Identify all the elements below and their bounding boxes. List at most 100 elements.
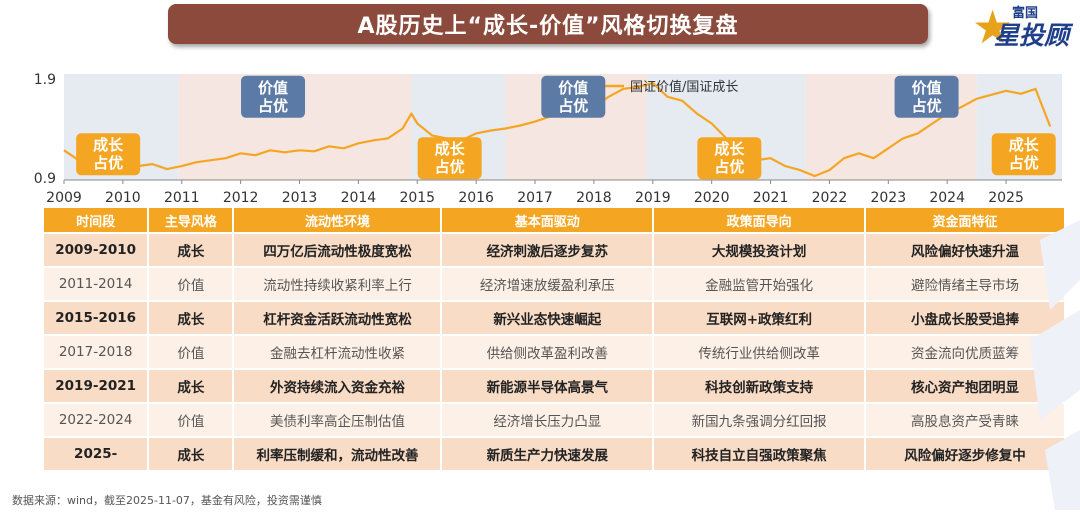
annotation-box	[894, 75, 959, 118]
table-cell: 新质生产力快速发展	[442, 438, 655, 470]
table-header-cell: 时间段	[44, 208, 150, 232]
y-tick-label: 0.9	[34, 171, 56, 187]
table-cell: 经济增速放缓盈利承压	[442, 268, 655, 300]
table-cell: 新国九条强调分红回报	[654, 404, 867, 436]
annotation-text: 占优	[435, 158, 465, 176]
table-cell: 利率压制缓和，流动性改善	[234, 438, 443, 470]
x-tick-label: 2016	[458, 190, 494, 206]
data-source-note: 数据来源：wind，截至2025-11-07，基金有风险，投资需谨慎	[12, 494, 322, 507]
annotation-text: 占优	[912, 97, 942, 115]
table-row: 2019-2021 成长 外资持续流入资金充裕 新能源半导体高景气 科技创新政策支持 核心…	[44, 370, 1064, 402]
table-cell: 杠杆资金活跃流动性宽松	[234, 302, 443, 334]
title-banner: A股历史上“成长-价值”风格切换复盘	[168, 4, 928, 44]
table-cell: 经济增长压力凸显	[442, 404, 655, 436]
x-tick-label: 2020	[694, 190, 730, 206]
x-tick-label: 2024	[929, 190, 965, 206]
brand-logo: ★ 富国 星投顾	[972, 2, 1076, 52]
star-logo-icon: ★	[972, 0, 1014, 54]
annotation-box	[541, 75, 606, 118]
table-cell: 高股息资产受青睐	[866, 404, 1064, 436]
annotation-text: 占优	[558, 97, 588, 115]
table-cell: 2022-2024	[44, 404, 150, 436]
table-cell: 金融去杠杆流动性收紧	[234, 336, 443, 368]
x-tick-label: 2013	[282, 190, 318, 206]
x-tick-label: 2012	[223, 190, 259, 206]
style-rotation-table: 时间段 主导风格 流动性环境 基本面驱动 政策面导向 资金面特征 2009-2010 成长四…	[44, 206, 1064, 472]
x-tick-label: 2011	[164, 190, 200, 206]
annotation-text: 占优	[1009, 154, 1039, 172]
table-cell: 四万亿后流动性极度宽松	[234, 234, 443, 266]
table-cell: 2017-2018	[44, 336, 150, 368]
annotation-box	[991, 133, 1056, 176]
y-tick-label: 1.9	[34, 72, 56, 88]
x-tick-label: 2015	[399, 190, 435, 206]
table-cell: 成长	[149, 370, 235, 402]
table-row: 2017-2018 价值 金融去杠杆流动性收紧 供给侧改革盈利改善 传统行业供给侧改革资…	[44, 336, 1064, 368]
table-cell: 供给侧改革盈利改善	[442, 336, 655, 368]
table-cell: 传统行业供给侧改革	[654, 336, 867, 368]
annotation-text: 价值	[558, 79, 588, 97]
table-cell: 互联网+政策红利	[654, 302, 867, 334]
table-cell: 价值	[149, 268, 235, 300]
table-cell: 小盘成长股受追捧	[866, 302, 1064, 334]
table-cell: 价值	[149, 404, 235, 436]
table-cell: 新兴业态快速崛起	[442, 302, 655, 334]
table-header-cell: 资金面特征	[866, 208, 1064, 232]
table-row: 2022-2024 价值 美债利率高企压制估值 经济增长压力凸显 新国九条强调分红回报高…	[44, 404, 1064, 436]
annotation-text: 成长	[1009, 136, 1040, 154]
table-cell: 避险情绪主导市场	[866, 268, 1064, 300]
x-tick-label: 2017	[517, 190, 553, 206]
annotation-box	[417, 137, 482, 180]
table-cell: 流动性持续收紧利率上行	[234, 268, 443, 300]
table-cell: 经济刺激后逐步复苏	[442, 234, 655, 266]
x-tick-label: 2022	[812, 190, 848, 206]
x-tick-label: 2025	[988, 190, 1024, 206]
table-header-cell: 基本面驱动	[442, 208, 655, 232]
table-cell: 2015-2016	[44, 302, 150, 334]
table-cell: 2009-2010	[44, 234, 150, 266]
table-cell: 价值	[149, 336, 235, 368]
legend-label: 国证价值/国证成长	[630, 79, 738, 95]
table-cell: 成长	[149, 438, 235, 470]
table-cell: 2025-	[44, 438, 150, 470]
annotation-text: 占优	[714, 158, 744, 176]
x-tick-label: 2019	[635, 190, 671, 206]
x-tick-label: 2014	[341, 190, 377, 206]
x-tick-label: 2023	[870, 190, 906, 206]
annotation-text: 成长	[714, 140, 745, 158]
table-cell: 外资持续流入资金充裕	[234, 370, 443, 402]
table-header-cell: 流动性环境	[234, 208, 443, 232]
annotation-text: 价值	[912, 79, 942, 97]
table-cell: 核心资产抱团明显	[866, 370, 1064, 402]
table-cell: 大规模投资计划	[654, 234, 867, 266]
annotation-box	[76, 133, 141, 176]
table-row: 2009-2010 成长 四万亿后流动性极度宽松 经济刺激后逐步复苏 大规模投资计划 风险…	[44, 234, 1064, 266]
table-row: 2011-2014 价值 流动性持续收紧利率上行 经济增速放缓盈利承压 金融监管开始强化…	[44, 268, 1064, 300]
table-header-cell: 主导风格	[149, 208, 235, 232]
annotation-text: 价值	[258, 79, 288, 97]
table-cell: 2019-2021	[44, 370, 150, 402]
style-ratio-chart: 2009 2010 2011 2012 2013 2014 2015 2016 2017 2018…	[34, 72, 1062, 206]
table-cell: 成长	[149, 234, 235, 266]
table-cell: 美债利率高企压制估值	[234, 404, 443, 436]
brand-small-text: 富国	[1012, 6, 1039, 21]
annotation-text: 占优	[258, 97, 288, 115]
annotation-text: 成长	[93, 136, 124, 154]
table-cell: 成长	[149, 302, 235, 334]
table-row: 2015-2016 成长 杠杆资金活跃流动性宽松 新兴业态快速崛起 互联网+政策红利 小盘…	[44, 302, 1064, 334]
page-title: A股历史上“成长-价值”风格切换复盘	[357, 14, 739, 39]
table-row: 2025- 成长 利率压制缓和，流动性改善 新质生产力快速发展 科技自立自强政策聚焦 风险…	[44, 438, 1064, 470]
annotation-box	[241, 75, 306, 118]
x-tick-label: 2009	[46, 190, 82, 206]
table-header-cell: 政策面导向	[654, 208, 867, 232]
annotation-box	[697, 137, 762, 180]
table-cell: 新能源半导体高景气	[442, 370, 655, 402]
table-cell: 风险偏好逐步修复中	[866, 438, 1064, 470]
x-tick-label: 2010	[105, 190, 141, 206]
